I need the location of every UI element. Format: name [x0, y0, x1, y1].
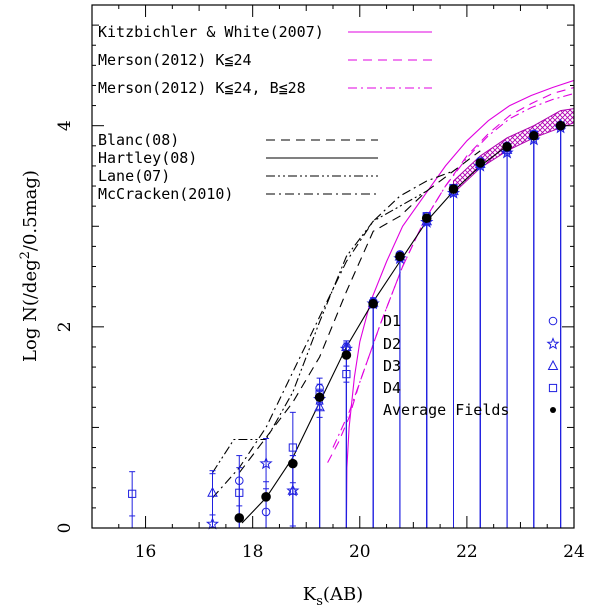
legend-label-merson-2012-k-24: Merson(2012) K≦24 [98, 51, 252, 69]
y-axis-title: Log N(/deg2/0.5mag) [18, 170, 41, 362]
x-tick-label: 18 [242, 542, 264, 562]
average-point [555, 120, 566, 131]
legend-label-hartley-08: Hartley(08) [98, 149, 197, 167]
legend-marker-d2 [546, 337, 560, 350]
curve-merson-2012-k-24-b-28 [332, 92, 574, 448]
legend-label-d3: D3 [383, 357, 401, 375]
legend-label-d2: D2 [383, 335, 401, 353]
average-point [261, 492, 271, 502]
average-point [421, 213, 432, 224]
average-point [288, 458, 298, 469]
legend-marker-d3 [547, 359, 559, 370]
legend-label-lane-07: Lane(07) [98, 167, 170, 185]
legend-marker-d4 [548, 383, 558, 393]
d3-point [207, 486, 218, 497]
average-point [234, 513, 245, 523]
legend-label-average-fields: Average Fields [383, 401, 509, 419]
x-tick-label: 20 [349, 542, 371, 562]
data-points-layer [128, 118, 568, 530]
legend-label-merson-2012-k-24-b-28: Merson(2012) K≦24, B≦28 [98, 79, 306, 97]
d4-point [128, 489, 137, 498]
average-point [448, 184, 459, 194]
average-point [529, 130, 539, 141]
d4-point [342, 370, 351, 379]
legend-label-kitzbichler-white-2007: Kitzbichler & White(2007) [98, 23, 324, 41]
y-tick-label: 4 [55, 120, 75, 131]
legend-marker-d1 [548, 316, 558, 326]
legend-label-d4: D4 [383, 379, 401, 397]
legend-label-blanc-08: Blanc(08) [98, 131, 179, 149]
legend-marker-average-fields [550, 407, 556, 413]
x-tick-label: 24 [563, 542, 585, 562]
curve-hartley-08 [241, 145, 508, 524]
average-point [502, 142, 512, 152]
average-point [368, 298, 378, 309]
y-tick-label: 0 [55, 523, 75, 534]
x-tick-label: 16 [135, 542, 157, 562]
curve-mccracken-2010 [212, 170, 454, 499]
legend-label-mccracken-2010: McCracken(2010) [98, 185, 233, 203]
d2-point [259, 456, 273, 470]
d4-point [235, 488, 244, 497]
d4-point [288, 443, 297, 452]
average-point [395, 251, 405, 262]
legend-label-d1: D1 [383, 312, 401, 330]
average-point [341, 350, 352, 360]
legend: Kitzbichler & White(2007) Merson(2012) K≦… [98, 23, 560, 419]
curve-lane-07 [212, 190, 427, 473]
curve-kitzbichler-white-2007 [345, 79, 574, 528]
average-point [314, 392, 325, 403]
y-tick-label: 2 [55, 321, 75, 332]
curve-blanc-08 [238, 150, 481, 474]
average-point [475, 158, 486, 168]
x-axis-title: Ks(AB) [303, 584, 363, 609]
x-tick-label: 22 [456, 542, 478, 562]
axes-frame [91, 4, 575, 529]
